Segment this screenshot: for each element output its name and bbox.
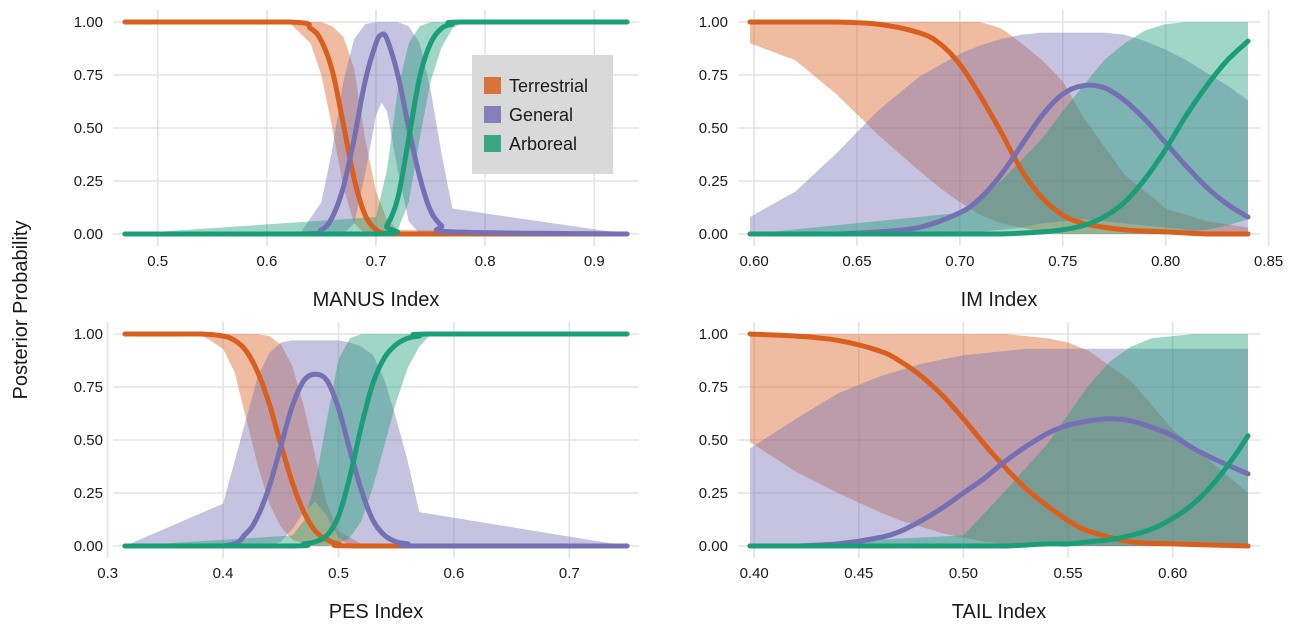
y-tick-label: 0.25 <box>74 485 103 502</box>
band-arboreal <box>125 334 627 546</box>
line-arboreal <box>122 19 630 237</box>
x-axis-title: IM Index <box>961 289 1038 311</box>
legend: Terrestrial General Arboreal <box>472 55 613 174</box>
line-terrestrial <box>122 331 630 549</box>
x-tick-label: 0.45 <box>844 565 873 582</box>
y-tick-label: 0.25 <box>699 173 728 190</box>
line-general <box>122 31 630 237</box>
confidence-bands <box>750 334 1248 546</box>
confidence-bands <box>125 22 627 234</box>
band-general <box>125 22 627 234</box>
series-lines <box>122 19 630 237</box>
y-tick-label: 1.00 <box>699 14 728 31</box>
y-tick-label: 0.50 <box>699 432 728 449</box>
x-tick-label: 0.40 <box>740 565 769 582</box>
legend-swatch-general <box>484 106 501 123</box>
series-lines <box>747 331 1251 549</box>
panel-0: 0.00 0.25 0.50 0.75 1.00 0.5 0.6 0.7 0.8 0.9 MANUS… <box>74 10 639 311</box>
y-tick-label: 0.75 <box>699 67 728 84</box>
y-tick-label: 0.00 <box>74 226 103 243</box>
line-general <box>122 371 630 549</box>
band-terrestrial <box>125 22 627 234</box>
x-tick-label: 0.5 <box>328 565 349 582</box>
x-tick-label: 0.9 <box>584 253 605 270</box>
y-tick-label: 1.00 <box>74 326 103 343</box>
series-lines <box>122 331 630 549</box>
x-tick-label: 0.65 <box>842 253 871 270</box>
x-tick-label: 0.4 <box>213 565 234 582</box>
legend-swatch-terrestrial <box>484 77 501 94</box>
x-tick-label: 0.7 <box>366 253 387 270</box>
line-arboreal <box>747 38 1251 237</box>
y-tick-label: 0.75 <box>74 67 103 84</box>
band-arboreal <box>750 334 1248 546</box>
line-general <box>747 416 1251 549</box>
band-arboreal <box>750 22 1248 234</box>
y-tick-label: 1.00 <box>74 14 103 31</box>
x-tick-label: 0.8 <box>475 253 496 270</box>
x-tick-label: 0.70 <box>945 253 974 270</box>
x-axis-title: MANUS Index <box>313 289 440 311</box>
band-terrestrial <box>750 334 1248 546</box>
y-tick-label: 0.25 <box>699 485 728 502</box>
x-tick-label: 0.5 <box>147 253 168 270</box>
x-tick-label: 0.80 <box>1151 253 1180 270</box>
x-tick-label: 0.75 <box>1048 253 1077 270</box>
panel-3: 0.00 0.25 0.50 0.75 1.00 0.40 0.45 0.50 0.55 0.60… <box>699 322 1260 623</box>
series-lines <box>747 19 1251 237</box>
y-tick-label: 0.50 <box>74 432 103 449</box>
line-arboreal <box>747 433 1251 549</box>
confidence-bands <box>125 334 627 546</box>
legend-swatch-arboreal <box>484 135 501 152</box>
band-general <box>125 340 627 546</box>
line-terrestrial <box>747 331 1251 549</box>
x-tick-label: 0.60 <box>1158 565 1187 582</box>
x-tick-label: 0.3 <box>97 565 118 582</box>
y-axis-title: Posterior Probability <box>10 221 32 400</box>
line-terrestrial <box>747 19 1251 237</box>
y-tick-label: 1.00 <box>699 326 728 343</box>
legend-label-general: General <box>509 105 573 125</box>
x-tick-label: 0.50 <box>949 565 978 582</box>
y-tick-label: 0.00 <box>74 538 103 555</box>
y-tick-label: 0.50 <box>699 120 728 137</box>
x-tick-label: 0.55 <box>1053 565 1082 582</box>
line-arboreal <box>122 331 630 549</box>
y-tick-label: 0.75 <box>74 379 103 396</box>
panels: 0.00 0.25 0.50 0.75 1.00 0.5 0.6 0.7 0.8 0.9 MANUS… <box>74 10 1283 623</box>
x-axis-title: TAIL Index <box>952 601 1047 623</box>
panel-2: 0.00 0.25 0.50 0.75 1.00 0.3 0.4 0.5 0.6 0.7 PES I… <box>74 322 639 623</box>
y-tick-label: 0.00 <box>699 538 728 555</box>
x-tick-label: 0.85 <box>1254 253 1283 270</box>
band-terrestrial <box>125 334 627 546</box>
legend-label-terrestrial: Terrestrial <box>509 76 588 96</box>
x-tick-label: 0.60 <box>740 253 769 270</box>
x-tick-label: 0.7 <box>559 565 580 582</box>
y-tick-label: 0.75 <box>699 379 728 396</box>
x-tick-label: 0.6 <box>443 565 464 582</box>
x-tick-label: 0.6 <box>256 253 277 270</box>
x-axis-title: PES Index <box>329 601 424 623</box>
panel-1: 0.00 0.25 0.50 0.75 1.00 0.60 0.65 0.70 0.75 0.80… <box>699 10 1283 311</box>
y-tick-label: 0.00 <box>699 226 728 243</box>
y-tick-label: 0.25 <box>74 173 103 190</box>
y-tick-label: 0.50 <box>74 120 103 137</box>
legend-label-arboreal: Arboreal <box>509 134 577 154</box>
band-general <box>750 348 1248 546</box>
